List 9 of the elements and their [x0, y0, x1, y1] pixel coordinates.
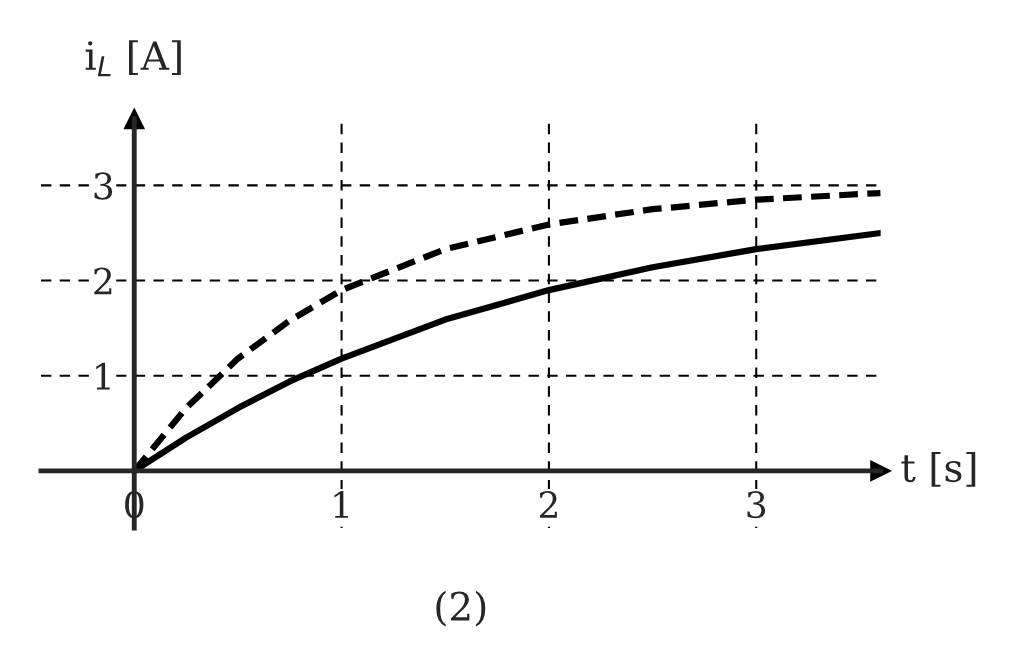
- y-tick-label: 1: [96, 362, 110, 390]
- y-tick-label: 2: [94, 267, 112, 295]
- y-tick-label: 3: [94, 172, 113, 200]
- x-tick-label: 3: [747, 490, 766, 519]
- x-tick-label: 2: [539, 490, 557, 518]
- x-axis-title: t [s]: [901, 452, 976, 487]
- text: (2): [436, 590, 486, 627]
- x-tick-label: 1: [334, 490, 348, 518]
- y-axis-title: i$_{L}$ [A]: [85, 40, 181, 77]
